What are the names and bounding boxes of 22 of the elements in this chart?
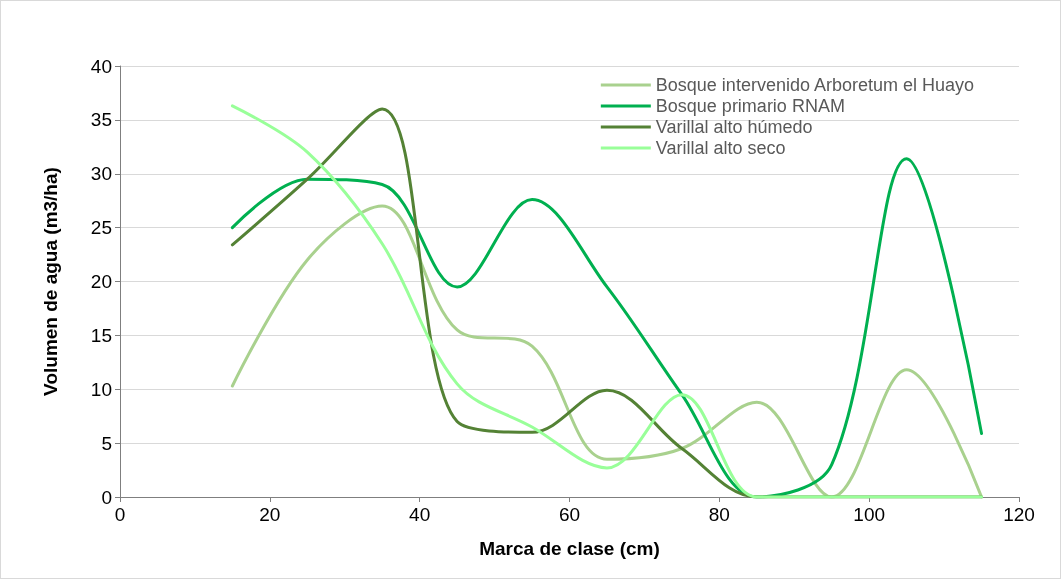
legend-label: Varillal alto seco (655, 138, 786, 158)
x-tick-label: 40 (409, 504, 431, 525)
y-tick-label: 30 (90, 163, 112, 185)
y-tick-label: 0 (101, 486, 112, 508)
x-tick-label: 80 (708, 504, 730, 525)
legend-label: Bosque primario RNAM (655, 96, 845, 116)
x-axis-title: Marca de clase (cm) (479, 538, 660, 559)
y-tick-label: 15 (90, 324, 112, 346)
legend-label: Bosque intervenido Arboretum el Huayo (655, 75, 975, 95)
y-tick-label: 40 (90, 55, 112, 77)
y-tick-label: 10 (90, 378, 112, 400)
y-axis-title: Volumen de agua (m3/ha) (40, 167, 61, 396)
legend-label: Varillal alto húmedo (655, 117, 813, 137)
y-tick-label: 5 (101, 432, 112, 454)
y-tick-label: 35 (90, 109, 112, 131)
x-tick-label: 60 (558, 504, 581, 525)
x-tick-label: 100 (853, 504, 886, 525)
y-tick-label: 20 (90, 271, 112, 292)
x-tick-label: 120 (1003, 504, 1035, 525)
x-tick-label: 20 (259, 504, 281, 525)
y-tick-label: 25 (90, 217, 112, 239)
x-tick-label: 0 (114, 504, 126, 525)
